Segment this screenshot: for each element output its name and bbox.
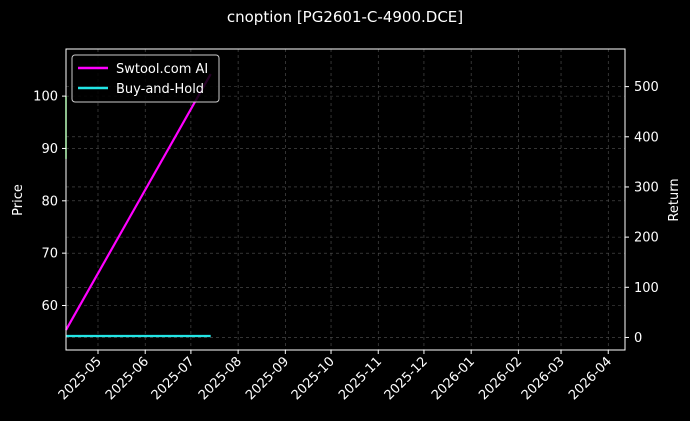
y2-tick-label: 0 bbox=[634, 331, 642, 346]
legend-label-swtool: Swtool.com AI bbox=[116, 62, 208, 77]
y2-tick-label: 500 bbox=[634, 80, 659, 95]
y-tick-label: 70 bbox=[41, 247, 58, 262]
swtool-return-line bbox=[65, 73, 212, 331]
y2-tick-label: 400 bbox=[634, 130, 659, 145]
y-tick-label: 100 bbox=[33, 90, 58, 105]
y-tick-label: 60 bbox=[41, 299, 58, 314]
y2-tick-label: 200 bbox=[634, 231, 659, 246]
y-tick-label: 80 bbox=[41, 194, 58, 209]
y-axis-right: 0 100 200 300 400 500 bbox=[625, 80, 659, 346]
y2-axis-label: Return bbox=[667, 178, 682, 221]
legend-box bbox=[71, 54, 220, 103]
y2-tick-label: 300 bbox=[634, 180, 659, 195]
legend: Swtool.com AI Buy-and-Hold bbox=[71, 54, 220, 103]
legend-label-buy-and-hold: Buy-and-Hold bbox=[116, 82, 204, 97]
y-axis-left: 60 70 80 90 100 bbox=[33, 90, 66, 314]
y-axis-label: Price bbox=[11, 184, 26, 216]
plot-frame bbox=[65, 48, 626, 351]
chart-title: cnoption [PG2601-C-4900.DCE] bbox=[227, 8, 463, 26]
y-tick-label: 90 bbox=[41, 142, 58, 157]
y2-tick-label: 100 bbox=[634, 281, 659, 296]
